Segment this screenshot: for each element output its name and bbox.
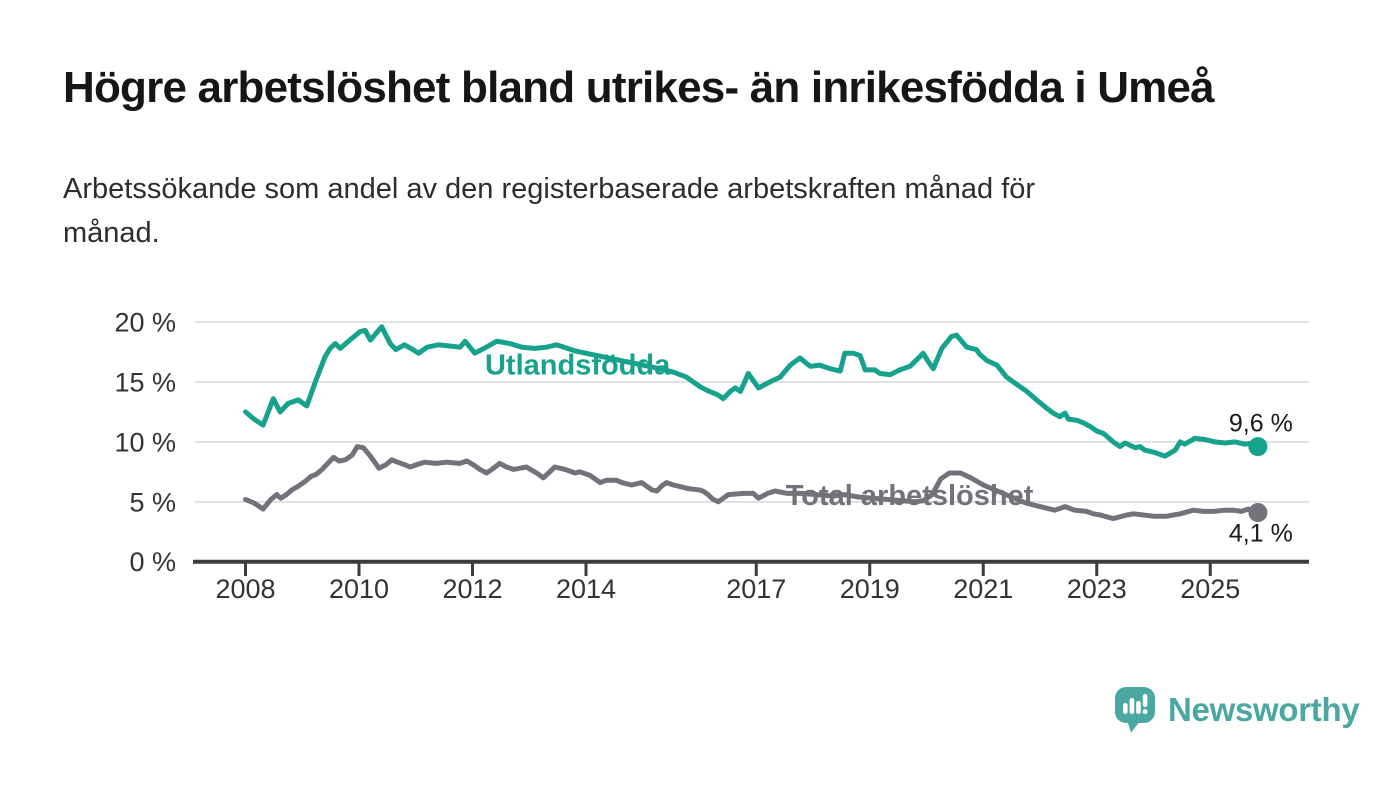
y-tick-label: 15 % bbox=[114, 367, 176, 397]
newsworthy-icon bbox=[1115, 687, 1155, 733]
x-tick-label: 2025 bbox=[1180, 574, 1240, 604]
end-value-label-total-arbetsl-shet: 4,1 % bbox=[1229, 520, 1293, 548]
chart-subtitle-line2: månad. bbox=[63, 216, 160, 249]
y-tick-label: 20 % bbox=[114, 308, 176, 338]
x-tick-label: 2012 bbox=[442, 574, 502, 604]
chart-subtitle: Arbetssökande som andel av den registerb… bbox=[63, 168, 1263, 255]
x-tick-label: 2008 bbox=[215, 574, 275, 604]
x-tick-label: 2021 bbox=[953, 574, 1013, 604]
series-label-total-arbetsl-shet: Total arbetslöshet bbox=[786, 480, 1034, 512]
brand-name: Newsworthy bbox=[1168, 691, 1360, 728]
series-label-utlandsf-dda: Utlandsfödda bbox=[485, 350, 671, 382]
y-tick-label: 5 % bbox=[129, 487, 176, 517]
line-chart: 0 % 5 % 10 % 15 % 20 % 2008 2010 2012 2014 2017 20… bbox=[114, 308, 1309, 604]
x-tick-label: 2010 bbox=[329, 574, 389, 604]
x-tick-label: 2017 bbox=[726, 574, 786, 604]
x-tick-label: 2023 bbox=[1067, 574, 1127, 604]
x-tick-label: 2014 bbox=[556, 574, 616, 604]
y-tick-label: 10 % bbox=[114, 427, 176, 457]
end-value-label-utlandsf-dda: 9,6 % bbox=[1229, 410, 1293, 438]
chart-title: Högre arbetslöshet bland utrikes- än inr… bbox=[63, 63, 1215, 112]
series-line-utlandsf-dda bbox=[243, 324, 1261, 459]
x-tick-label: 2019 bbox=[840, 574, 900, 604]
chart-subtitle-line1: Arbetssökande som andel av den registerb… bbox=[63, 173, 1036, 205]
end-dot-utlandsf-dda bbox=[1248, 437, 1268, 457]
y-tick-label: 0 % bbox=[129, 547, 176, 577]
newsworthy-logo: Newsworthy bbox=[1115, 687, 1360, 733]
series-line-total-arbetsl-shet bbox=[243, 444, 1261, 522]
end-dot-total-arbetsl-shet bbox=[1248, 503, 1268, 523]
